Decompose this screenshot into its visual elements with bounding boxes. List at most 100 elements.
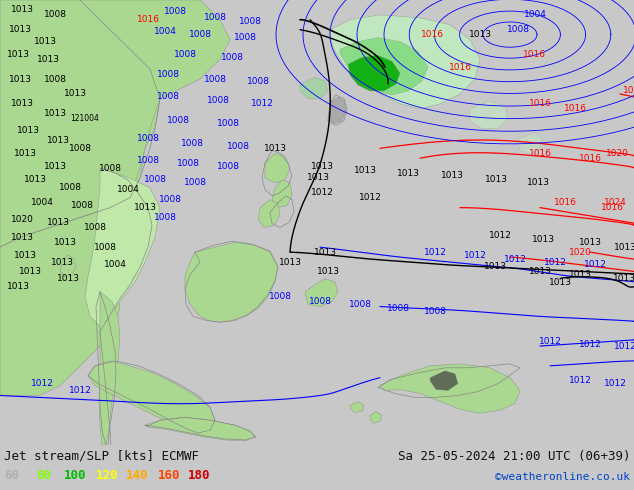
Text: 1008: 1008 xyxy=(93,243,117,252)
Text: 1008: 1008 xyxy=(309,297,332,306)
Text: 1013: 1013 xyxy=(51,258,74,267)
Text: 1013: 1013 xyxy=(529,268,552,276)
Text: 1008: 1008 xyxy=(221,53,243,62)
Text: 1013: 1013 xyxy=(316,268,339,276)
Polygon shape xyxy=(305,279,338,307)
Text: 1008: 1008 xyxy=(424,307,446,316)
Polygon shape xyxy=(370,411,382,423)
Text: 1008: 1008 xyxy=(157,93,179,101)
Text: 1012: 1012 xyxy=(579,340,602,348)
Text: 1016: 1016 xyxy=(600,203,623,212)
Text: 1013: 1013 xyxy=(311,162,333,171)
Text: 1008: 1008 xyxy=(158,195,181,204)
Text: 1008: 1008 xyxy=(84,223,107,232)
Text: 1020: 1020 xyxy=(11,215,34,224)
Text: 1008: 1008 xyxy=(157,70,179,79)
Text: 1004: 1004 xyxy=(153,27,176,36)
Text: 80: 80 xyxy=(36,469,51,482)
Text: 1008: 1008 xyxy=(216,119,240,128)
Text: 1013: 1013 xyxy=(8,74,32,84)
Text: 1013: 1013 xyxy=(13,149,37,158)
Text: 1008: 1008 xyxy=(98,164,122,172)
Text: 1013: 1013 xyxy=(306,173,330,182)
Text: 1013: 1013 xyxy=(44,109,67,118)
Text: 1013: 1013 xyxy=(484,263,507,271)
Text: 1012: 1012 xyxy=(503,254,526,264)
Text: 1013: 1013 xyxy=(46,136,70,145)
Text: 1008: 1008 xyxy=(70,201,93,210)
Text: 160: 160 xyxy=(158,469,181,482)
Text: 1012: 1012 xyxy=(424,247,446,257)
Text: 1013: 1013 xyxy=(569,270,592,279)
Text: 1008: 1008 xyxy=(44,10,67,19)
Text: 1013: 1013 xyxy=(614,243,634,252)
Text: 1004: 1004 xyxy=(524,10,547,19)
Text: 1013: 1013 xyxy=(34,37,56,46)
Polygon shape xyxy=(145,417,255,441)
Text: 1008: 1008 xyxy=(164,7,186,16)
Text: 1013: 1013 xyxy=(63,90,86,98)
Text: 1013: 1013 xyxy=(578,238,602,247)
Text: 1013: 1013 xyxy=(484,175,507,184)
Text: 1008: 1008 xyxy=(188,30,212,39)
Text: 1013: 1013 xyxy=(6,50,30,59)
Text: 1013: 1013 xyxy=(612,274,634,283)
Text: 121004: 121004 xyxy=(70,114,100,123)
Text: 1012: 1012 xyxy=(250,99,273,108)
Polygon shape xyxy=(0,0,230,247)
Text: 120: 120 xyxy=(96,469,119,482)
Text: 1013: 1013 xyxy=(8,25,32,34)
Text: 1013: 1013 xyxy=(11,233,34,242)
Text: 1008: 1008 xyxy=(204,13,226,23)
Text: 1008: 1008 xyxy=(167,116,190,125)
Text: 1004: 1004 xyxy=(30,198,53,207)
Text: 1013: 1013 xyxy=(23,175,46,184)
Text: 1013: 1013 xyxy=(37,55,60,64)
Text: 1012: 1012 xyxy=(543,258,566,267)
Text: 60: 60 xyxy=(4,469,19,482)
Text: 1013: 1013 xyxy=(46,218,70,227)
Text: 1008: 1008 xyxy=(238,17,261,26)
Polygon shape xyxy=(430,371,458,391)
Text: 1008: 1008 xyxy=(507,25,529,34)
Text: 1008: 1008 xyxy=(143,175,167,184)
Text: 1013: 1013 xyxy=(6,282,30,291)
Polygon shape xyxy=(60,255,76,277)
Text: Jet stream/SLP [kts] ECMWF: Jet stream/SLP [kts] ECMWF xyxy=(4,450,199,463)
Polygon shape xyxy=(518,132,542,154)
Text: 1012: 1012 xyxy=(463,250,486,260)
Polygon shape xyxy=(99,292,120,445)
Polygon shape xyxy=(340,38,428,95)
Polygon shape xyxy=(185,242,278,321)
Text: 1013: 1013 xyxy=(11,99,34,108)
Polygon shape xyxy=(88,361,215,435)
Text: 1016: 1016 xyxy=(522,50,545,59)
Text: 1016: 1016 xyxy=(420,30,444,39)
Text: 1013: 1013 xyxy=(53,238,77,247)
Text: 1008: 1008 xyxy=(216,162,240,171)
Polygon shape xyxy=(380,364,520,413)
Polygon shape xyxy=(272,180,292,208)
Text: 1012: 1012 xyxy=(604,379,626,388)
Text: 1013: 1013 xyxy=(134,203,157,212)
Text: 1012: 1012 xyxy=(68,386,91,395)
Text: 1016: 1016 xyxy=(578,154,602,163)
Text: 1012: 1012 xyxy=(30,379,53,388)
Text: 1020: 1020 xyxy=(605,149,628,158)
Polygon shape xyxy=(265,153,290,183)
Text: 1013: 1013 xyxy=(264,144,287,153)
Text: 180: 180 xyxy=(188,469,210,482)
Text: ©weatheronline.co.uk: ©weatheronline.co.uk xyxy=(495,472,630,482)
Text: 1008: 1008 xyxy=(207,97,230,105)
Text: 1008: 1008 xyxy=(181,139,204,148)
Text: 1013: 1013 xyxy=(56,274,79,283)
Polygon shape xyxy=(330,15,480,109)
Text: 1016: 1016 xyxy=(448,63,472,72)
Text: 1013: 1013 xyxy=(526,178,550,187)
Polygon shape xyxy=(470,101,508,128)
Text: 1004: 1004 xyxy=(103,261,126,270)
Text: 1008: 1008 xyxy=(349,300,372,309)
Text: 1013: 1013 xyxy=(548,278,571,287)
Text: 1028: 1028 xyxy=(623,86,634,96)
Text: 1012: 1012 xyxy=(489,231,512,240)
